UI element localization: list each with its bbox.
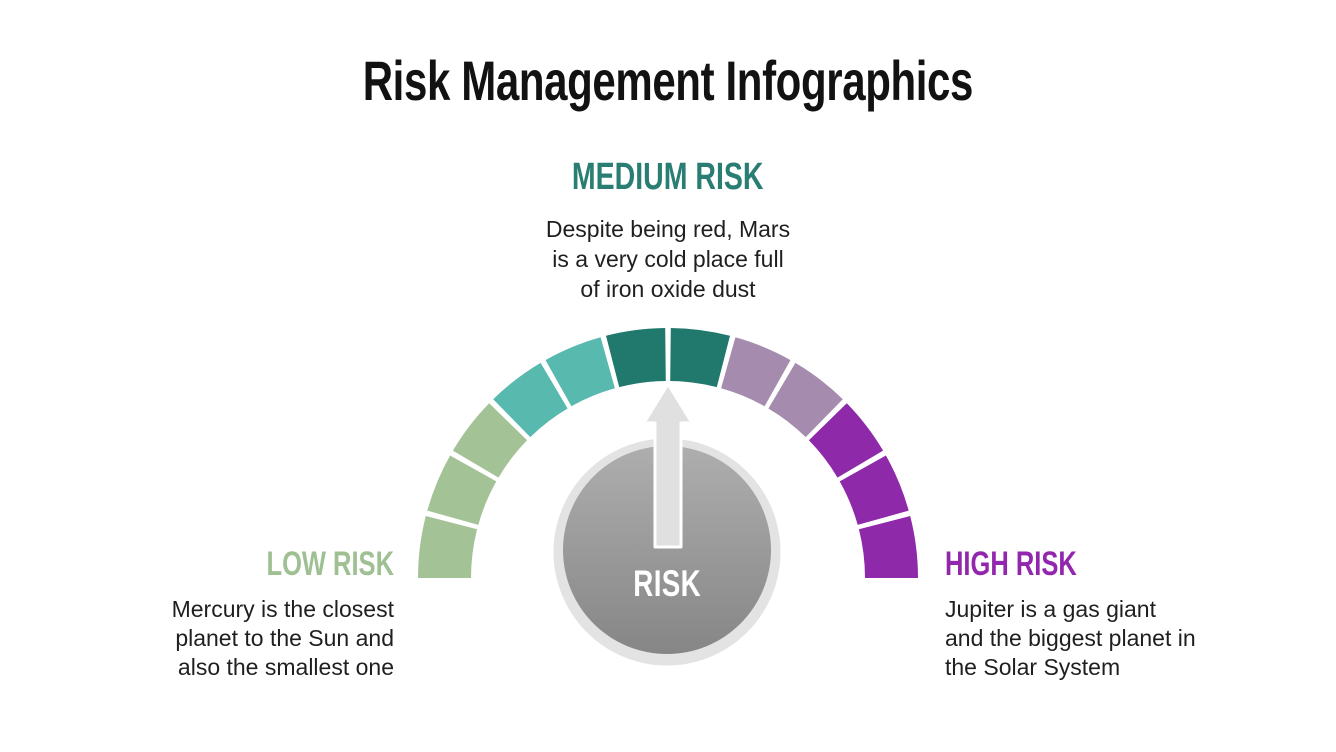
high-risk-label: HIGH RISK xyxy=(945,545,1196,583)
high-risk-description: Jupiter is a gas giant and the biggest p… xyxy=(945,596,1196,680)
page-title-text: Risk Management Infographics xyxy=(362,49,974,112)
low-risk-description: Mercury is the closest planet to the Sun… xyxy=(171,596,394,680)
medium-risk-label-text: MEDIUM RISK xyxy=(572,156,764,198)
gauge-segment-7 xyxy=(670,328,730,388)
high-risk-label-text: HIGH RISK xyxy=(945,545,1077,583)
gauge-segment-6 xyxy=(606,328,666,388)
medium-risk-label: MEDIUM RISK xyxy=(0,156,1336,198)
gauge-segment-4 xyxy=(493,362,568,438)
gauge-segment-5 xyxy=(545,337,615,407)
gauge-segment-10 xyxy=(808,403,884,478)
gauge-center-label-text: RISK xyxy=(633,563,701,604)
gauge-segment-12 xyxy=(858,516,918,578)
gauge-segment-2 xyxy=(427,455,497,525)
low-risk-section: LOW RISK Mercury is the closest planet t… xyxy=(172,545,394,682)
gauge-segment-8 xyxy=(721,337,791,407)
medium-risk-description: Despite being red, Mars is a very cold p… xyxy=(545,216,791,302)
gauge-knob xyxy=(563,446,771,654)
low-risk-label: LOW RISK xyxy=(172,545,394,583)
gauge-pointer-arrow-icon xyxy=(642,382,694,549)
gauge-segment-9 xyxy=(768,362,843,438)
gauge-segment-1 xyxy=(418,516,478,578)
gauge-center-label: RISK xyxy=(517,564,817,604)
high-risk-section: HIGH RISK Jupiter is a gas giant and the… xyxy=(945,545,1196,682)
gauge-segment-3 xyxy=(452,403,528,478)
gauge-segment-11 xyxy=(839,455,909,525)
low-risk-label-text: LOW RISK xyxy=(266,545,394,583)
gauge-arc xyxy=(418,328,918,578)
page-title: Risk Management Infographics xyxy=(0,50,1336,112)
